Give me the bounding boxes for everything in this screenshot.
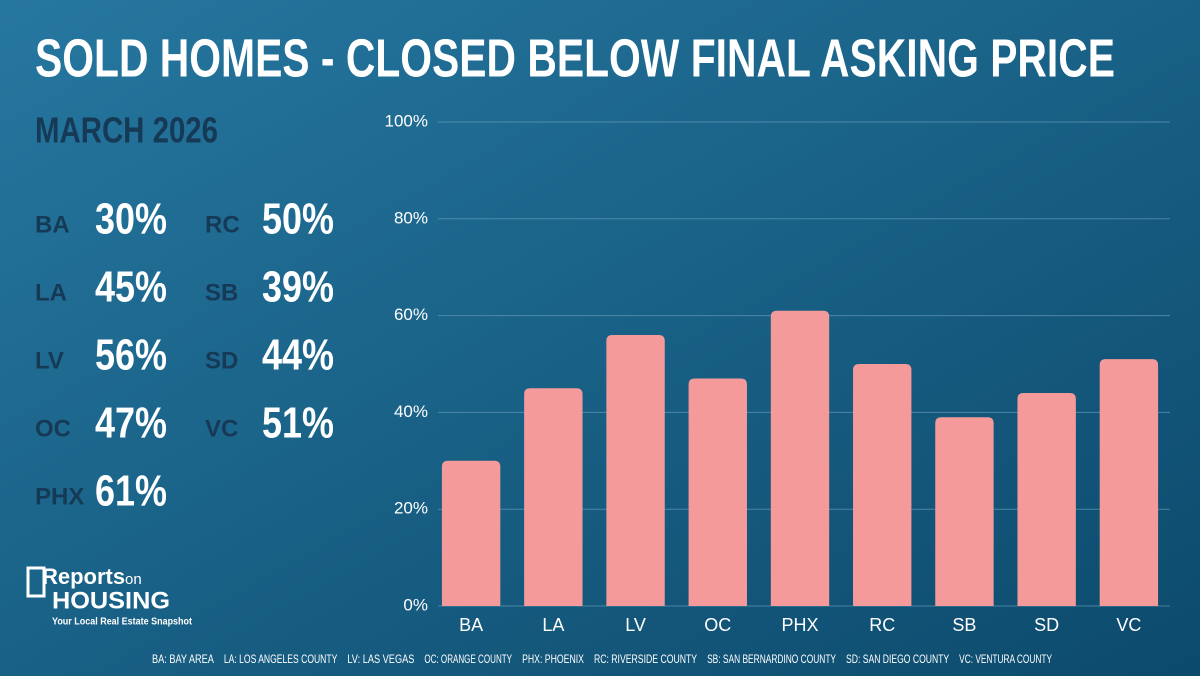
subtitle: MARCH 2026 <box>35 110 218 151</box>
footnote-item: BA: BAY AREA <box>152 652 214 666</box>
logo-tagline: Your Local Real Estate Snapshot <box>52 617 193 628</box>
stat-value: 51% <box>262 399 334 448</box>
footnote-item: SD: SAN DIEGO COUNTY <box>846 652 949 666</box>
stat-value: 39% <box>262 263 334 312</box>
logo: Reports on HOUSING Your Local Real Estat… <box>26 564 193 628</box>
footnote-item: LA: LOS ANGELES COUNTY <box>224 652 337 666</box>
y-tick-label: 100% <box>385 111 428 130</box>
footnote-item: RC: RIVERSIDE COUNTY <box>594 652 697 666</box>
stat-code: LV <box>35 347 64 374</box>
stat-code: SD <box>205 347 238 374</box>
bar <box>688 378 747 606</box>
stat-code: BA <box>35 211 70 238</box>
logo-text: on <box>125 571 142 588</box>
x-tick-label: PHX <box>781 615 818 635</box>
y-tick-label: 80% <box>394 208 428 227</box>
chart-title: SOLD HOMES - CLOSED BELOW FINAL ASKING P… <box>35 28 1115 88</box>
x-tick-label: RC <box>869 615 895 635</box>
x-tick-label: VC <box>1116 615 1141 635</box>
stat-code: OC <box>35 415 71 442</box>
y-tick-label: 0% <box>403 595 428 614</box>
stat-value: 47% <box>95 399 167 448</box>
bar <box>1017 393 1076 606</box>
x-tick-label: SB <box>952 615 976 635</box>
x-tick-label: SD <box>1034 615 1059 635</box>
stat-value: 30% <box>95 195 167 244</box>
stat-value: 56% <box>95 331 167 380</box>
footnote-item: SB: SAN BERNARDINO COUNTY <box>707 652 836 666</box>
bar <box>524 388 583 606</box>
stat-value: 45% <box>95 263 167 312</box>
stat-code: RC <box>205 211 240 238</box>
logo-text: Reports <box>42 564 125 589</box>
x-tick-label: BA <box>459 615 483 635</box>
stat-code: VC <box>205 415 238 442</box>
footnote-item: LV: LAS VEGAS <box>347 652 414 666</box>
bar <box>1099 359 1159 606</box>
logo-text: HOUSING <box>52 587 170 614</box>
footnote-item: VC: VENTURA COUNTY <box>959 652 1052 666</box>
y-tick-label: 60% <box>394 305 428 324</box>
footnote-item: OC: ORANGE COUNTY <box>424 652 512 666</box>
y-tick-label: 20% <box>394 499 428 518</box>
stat-value: 61% <box>95 467 167 516</box>
footnote-item: PHX: PHOENIX <box>522 652 584 666</box>
bar <box>935 417 994 606</box>
stat-code: PHX <box>35 483 84 510</box>
stat-value: 50% <box>262 195 334 244</box>
stat-code: LA <box>35 279 67 306</box>
stat-code: SB <box>205 279 238 306</box>
bar <box>606 334 665 606</box>
bar <box>441 460 501 606</box>
x-tick-label: LA <box>542 615 564 635</box>
y-tick-label: 40% <box>394 402 428 421</box>
bar <box>853 364 912 606</box>
x-tick-label: LV <box>625 615 646 635</box>
stat-value: 44% <box>262 331 334 380</box>
bar <box>770 310 830 606</box>
x-tick-label: OC <box>704 615 731 635</box>
logo-icon <box>26 566 46 598</box>
